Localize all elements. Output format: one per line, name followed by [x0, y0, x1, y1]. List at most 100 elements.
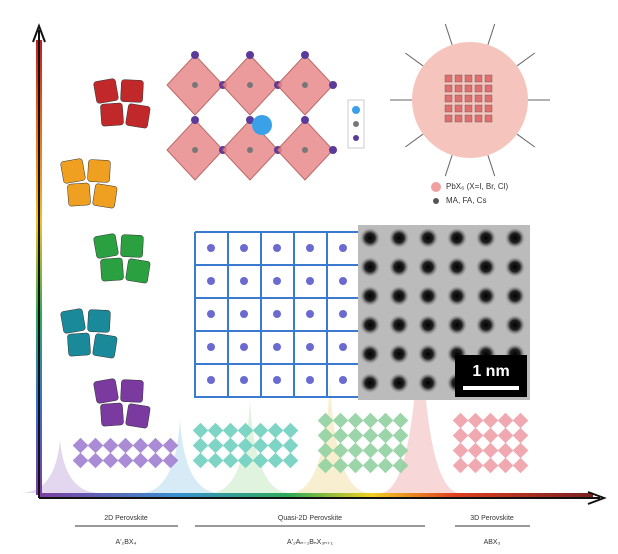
layer-octahedron: [467, 457, 484, 474]
tem-dot: [505, 315, 525, 335]
nanocrystal: [92, 183, 118, 209]
layer-octahedron: [222, 452, 239, 469]
layer-octahedron: [117, 452, 134, 469]
layer-octahedron: [267, 437, 284, 454]
tem-dot: [418, 257, 438, 277]
a-site: [273, 310, 281, 318]
layer-octahedron: [467, 427, 484, 444]
lattice-cell: [454, 94, 463, 103]
a-site: [240, 310, 248, 318]
layer-octahedron: [347, 457, 364, 474]
tem-dot: [476, 257, 496, 277]
a-site: [339, 310, 347, 318]
layer-octahedron: [362, 442, 379, 459]
layer-octahedron: [347, 427, 364, 444]
lattice-cell: [464, 104, 473, 113]
layer-octahedron: [512, 442, 529, 459]
tem-dot: [389, 315, 409, 335]
layer-octahedron: [452, 427, 469, 444]
tem-dot: [360, 344, 380, 364]
layer-octahedron: [377, 442, 394, 459]
lattice-cell: [464, 74, 473, 83]
layer-octahedron: [192, 437, 209, 454]
tem-dot: [418, 373, 438, 393]
ligand: [444, 23, 453, 45]
ligand: [444, 155, 453, 177]
layer-octahedron: [72, 437, 89, 454]
layer-octahedron: [482, 457, 499, 474]
atom: [329, 146, 337, 154]
lattice-cell: [484, 104, 493, 113]
layer-octahedron: [147, 452, 164, 469]
atom: [191, 51, 199, 59]
layer-octahedron: [497, 457, 514, 474]
layer-octahedron: [347, 412, 364, 429]
lattice-cell: [454, 114, 463, 123]
tem-dot: [476, 315, 496, 335]
layer-octahedron: [132, 452, 149, 469]
a-site-atom: [252, 115, 272, 135]
layer-octahedron: [102, 437, 119, 454]
nanocrystal: [100, 257, 124, 282]
nanocrystal: [120, 379, 144, 403]
x-axis-gradient: [38, 493, 593, 498]
tem-dot: [389, 286, 409, 306]
legend-marker: [431, 182, 441, 192]
tem-dot: [447, 286, 467, 306]
tem-dot: [476, 228, 496, 248]
nanocrystal: [100, 402, 124, 427]
a-site: [207, 376, 215, 384]
layer-octahedron: [252, 422, 269, 439]
tem-dot: [389, 228, 409, 248]
layer-octahedron: [452, 442, 469, 459]
tem-dot: [505, 286, 525, 306]
nanocrystal: [93, 78, 119, 104]
layer-octahedron: [87, 437, 104, 454]
nanocrystal: [120, 234, 144, 258]
layer-octahedron: [132, 437, 149, 454]
layer-octahedron: [162, 452, 179, 469]
atom: [191, 116, 199, 124]
a-site: [207, 277, 215, 285]
lattice-cell: [484, 114, 493, 123]
nanocrystal: [125, 258, 151, 284]
layer-octahedron: [282, 437, 299, 454]
nanocrystal: [60, 308, 86, 334]
layer-octahedron: [237, 422, 254, 439]
ligand: [516, 52, 536, 67]
a-site: [240, 343, 248, 351]
layer-octahedron: [467, 412, 484, 429]
ligand: [516, 133, 536, 148]
a-site: [207, 244, 215, 252]
lattice-cell: [444, 104, 453, 113]
a-site: [240, 277, 248, 285]
lattice-cell: [444, 114, 453, 123]
lattice-cell: [464, 94, 473, 103]
illustration: [20, 23, 550, 493]
nanocrystal: [120, 79, 144, 103]
tem-dot: [505, 257, 525, 277]
layer-octahedron: [512, 427, 529, 444]
layer-octahedron: [237, 452, 254, 469]
layer-octahedron: [392, 412, 409, 429]
lattice-cell: [464, 84, 473, 93]
phase-formula: A'₂BX₄: [116, 539, 137, 546]
tem-dot: [447, 315, 467, 335]
layer-octahedron: [237, 437, 254, 454]
a-site: [240, 244, 248, 252]
tem-dot: [418, 286, 438, 306]
atom: [246, 51, 254, 59]
phase-formula: A'₂Aₙ₋₁BₙX₃ₙ₊₁: [287, 539, 334, 546]
ligand: [404, 133, 424, 148]
nanocrystal: [93, 378, 119, 404]
a-site: [306, 277, 314, 285]
layer-octahedron: [102, 452, 119, 469]
a-site: [207, 310, 215, 318]
layer-octahedron: [512, 412, 529, 429]
layer-octahedron: [467, 442, 484, 459]
lattice-cell: [444, 94, 453, 103]
legend-label: PbX₆ (X=I, Br, Cl): [446, 182, 508, 191]
atom: [246, 116, 254, 124]
ligand: [487, 23, 496, 45]
atom: [192, 82, 198, 88]
